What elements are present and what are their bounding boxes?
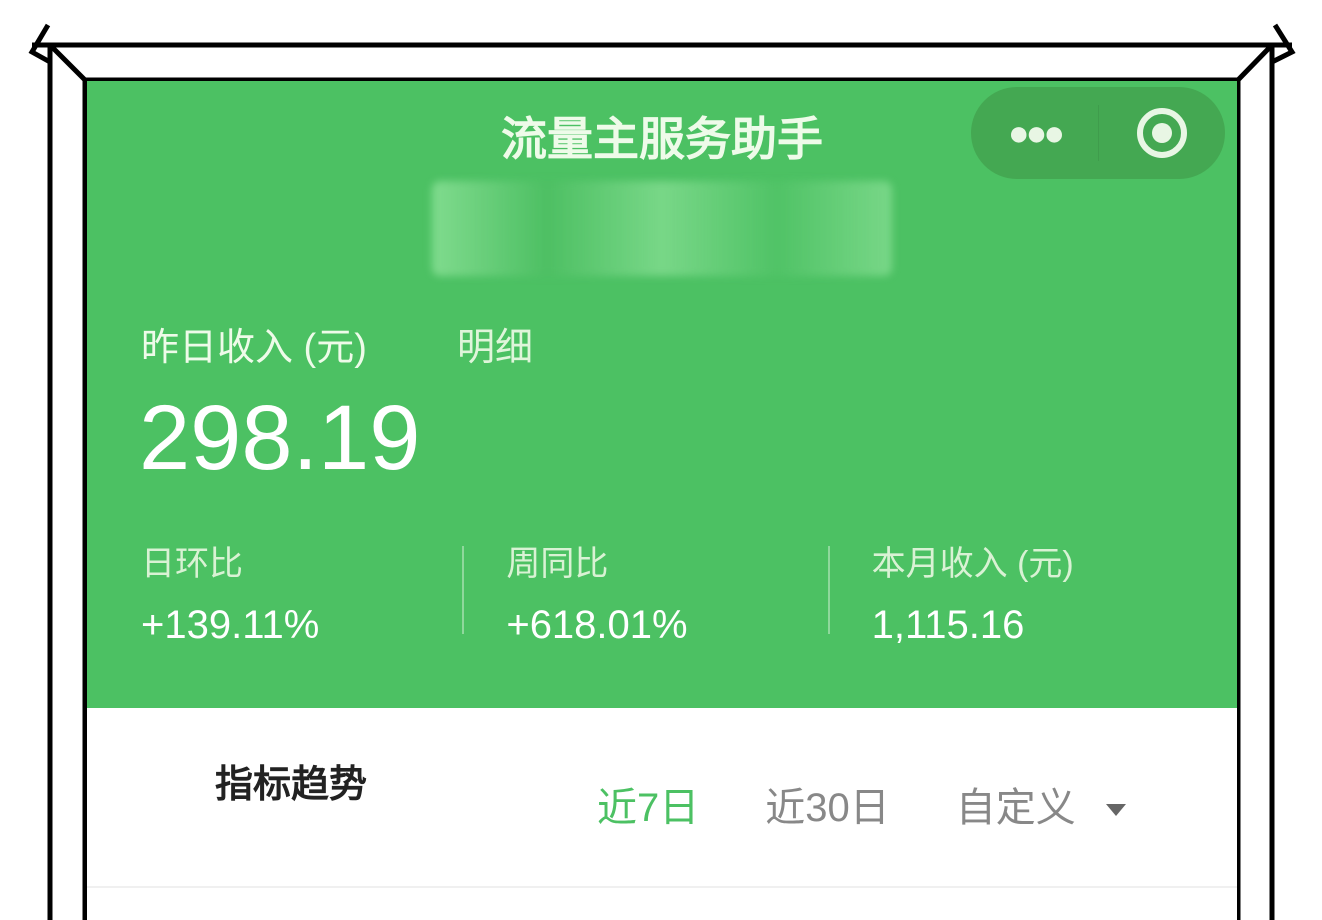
app-screen: 流量主服务助手 ●●● 昨日收入 (元) 明细 298.19 日环比 +139.… (87, 81, 1237, 920)
stat-label: 日环比 (141, 545, 243, 583)
yesterday-income-value: 298.19 (139, 387, 421, 489)
tab-30-days[interactable]: 近30日 (765, 786, 890, 830)
stat-label: 周同比 (506, 545, 609, 583)
redacted-account-name (432, 181, 892, 276)
stat-label: 本月收入 (元) (871, 545, 1074, 583)
detail-link[interactable]: 明细 (457, 327, 534, 369)
tab-custom[interactable]: 自定义 (956, 775, 1126, 833)
stats-row: 日环比 +139.11% 周同比 +618.01% 本月收入 (元) 1,115… (141, 536, 1237, 648)
period-tabs: 近7日 近30日 自定义 (597, 775, 1126, 833)
tab-custom-label: 自定义 (955, 786, 1076, 830)
divider (827, 546, 830, 634)
target-circle-icon[interactable] (1099, 106, 1225, 160)
app-title: 流量主服务助手 (501, 113, 823, 165)
stat-value: 1,115.16 (871, 603, 1025, 647)
stat-day-over-day: 日环比 +139.11% (141, 536, 506, 648)
capsule-divider (1098, 105, 1099, 161)
stat-value: +618.01% (506, 603, 688, 647)
trend-section-title: 指标趋势 (215, 764, 368, 806)
stat-value: +139.11% (141, 603, 320, 647)
more-dots-icon[interactable]: ●●● (1007, 112, 1065, 153)
caret-down-icon (1105, 804, 1126, 817)
stat-month-income: 本月收入 (元) 1,115.16 (827, 536, 1237, 648)
yesterday-income-label: 昨日收入 (元) (141, 327, 367, 369)
mini-program-capsule: ●●● (971, 87, 1225, 179)
divider (87, 886, 1237, 888)
income-header: 流量主服务助手 ●●● 昨日收入 (元) 明细 298.19 日环比 +139.… (87, 81, 1237, 708)
stat-week-over-week: 周同比 +618.01% (462, 536, 871, 648)
divider (462, 546, 465, 634)
tab-7-days[interactable]: 近7日 (597, 786, 700, 830)
